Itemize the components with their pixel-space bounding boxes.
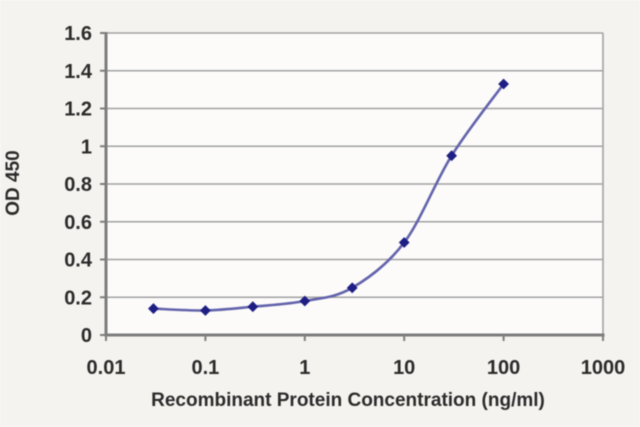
y-tick-label: 0: [81, 325, 92, 347]
data-point-marker: [398, 237, 410, 248]
x-tick-label: 10: [393, 357, 415, 379]
y-tick-label: 0.4: [64, 250, 93, 272]
data-point-marker: [346, 282, 358, 294]
data-point-marker: [148, 303, 159, 314]
y-tick-label: 1: [81, 136, 92, 158]
y-tick-label: 1.4: [64, 61, 93, 83]
x-tick-label: 100: [487, 357, 520, 379]
x-tick-label: 0.1: [191, 357, 219, 379]
x-tick-label: 1: [299, 357, 310, 379]
x-tick-label: 1000: [581, 357, 626, 379]
y-tick-label: 0.2: [64, 287, 92, 309]
data-point-marker: [446, 150, 458, 162]
y-tick-label: 0.8: [64, 174, 92, 196]
y-tick-label: 0.6: [64, 212, 92, 234]
data-point-marker: [200, 305, 211, 316]
x-axis-title: Recombinant Protein Concentration (ng/ml…: [151, 390, 545, 411]
y-axis-title: OD 450: [3, 150, 24, 216]
data-point-marker: [498, 78, 509, 90]
x-tick-label: 0.01: [87, 357, 126, 379]
y-tick-label: 1.6: [64, 23, 92, 45]
data-point-marker: [299, 295, 311, 307]
data-point-marker: [247, 301, 259, 313]
y-tick-label: 1.2: [64, 99, 92, 121]
